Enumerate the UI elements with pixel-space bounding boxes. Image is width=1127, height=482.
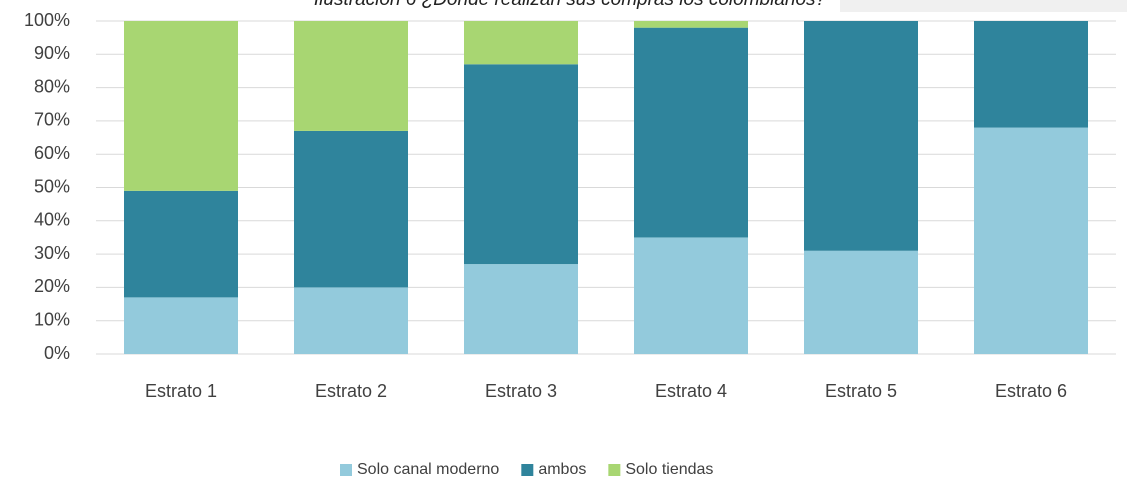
bar-segment	[974, 127, 1088, 354]
x-tick-label: Estrato 4	[655, 381, 727, 401]
bar-segment	[634, 21, 748, 28]
x-tick-label: Estrato 3	[485, 381, 557, 401]
y-tick-label: 100%	[24, 10, 70, 30]
bar-segment	[804, 250, 918, 354]
legend-label: Solo canal moderno	[357, 461, 499, 478]
legend-swatch	[608, 464, 621, 476]
y-tick-label: 60%	[34, 143, 70, 163]
y-tick-label: 20%	[34, 276, 70, 296]
bar-segment	[294, 21, 408, 131]
y-tick-label: 40%	[34, 210, 70, 230]
bar-segment	[464, 21, 578, 65]
bar-segment	[804, 21, 918, 251]
bar-segment	[124, 297, 238, 354]
bar-segment	[124, 190, 238, 298]
y-tick-label: 0%	[44, 343, 70, 363]
x-tick-label: Estrato 2	[315, 381, 387, 401]
x-tick-label: Estrato 5	[825, 381, 897, 401]
y-tick-label: 70%	[34, 110, 70, 130]
bar-segment	[634, 27, 748, 238]
bar-segment	[634, 237, 748, 354]
bar-segment	[124, 21, 238, 191]
y-tick-label: 90%	[34, 43, 70, 63]
legend-label: Solo tiendas	[625, 461, 713, 478]
header-band	[840, 0, 1127, 12]
x-tick-label: Estrato 1	[145, 381, 217, 401]
bar-segment	[974, 21, 1088, 128]
bar-segment	[464, 64, 578, 265]
legend-swatch	[340, 464, 352, 476]
y-tick-label: 80%	[34, 76, 70, 96]
x-tick-label: Estrato 6	[995, 381, 1067, 401]
bar-segment	[294, 130, 408, 288]
y-tick-label: 10%	[34, 309, 70, 329]
bar-segment	[464, 264, 578, 354]
y-tick-label: 30%	[34, 243, 70, 263]
bar-segment	[294, 287, 408, 354]
legend-label: ambos	[538, 461, 586, 478]
y-tick-label: 50%	[34, 176, 70, 196]
legend-swatch	[521, 464, 534, 476]
chart-title: Ilustración 6 ¿Dónde realizan sus compra…	[314, 0, 827, 10]
